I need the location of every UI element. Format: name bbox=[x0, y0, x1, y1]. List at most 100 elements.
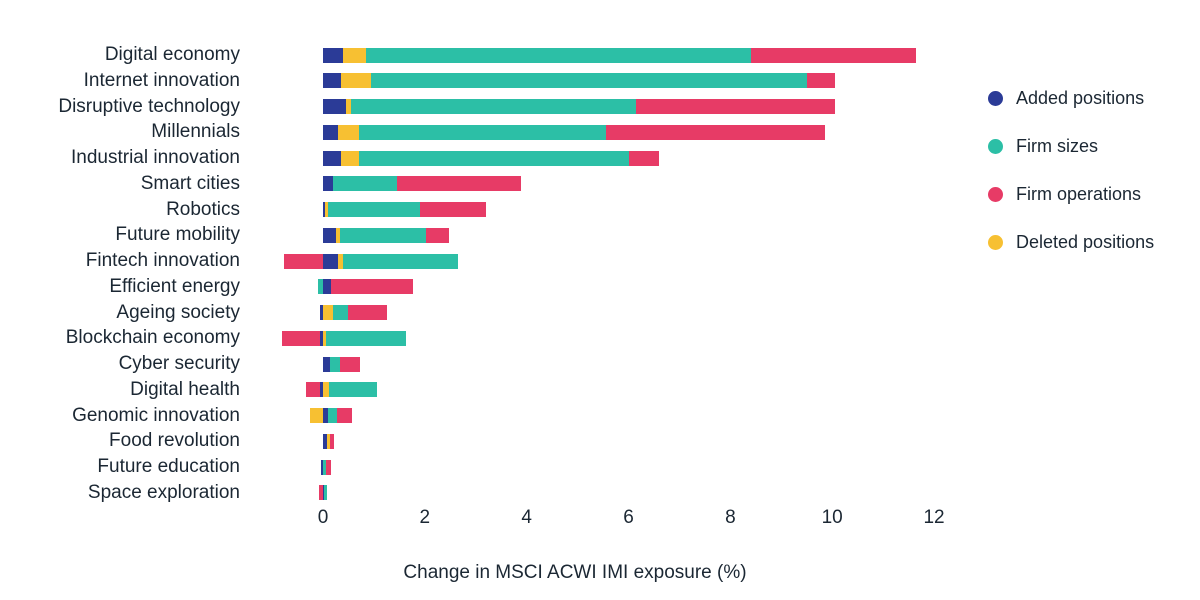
bar-segment-firm_operations[interactable] bbox=[419, 202, 486, 218]
bar-segment-firm_operations[interactable] bbox=[806, 73, 835, 89]
bar-segment-firm_operations[interactable] bbox=[605, 124, 825, 140]
legend-swatch-icon bbox=[988, 90, 1003, 106]
x-tick-label: 8 bbox=[725, 507, 736, 528]
category-label: Robotics bbox=[166, 198, 240, 220]
bar-segment-firm_sizes[interactable] bbox=[324, 485, 328, 501]
bar-segment-added[interactable] bbox=[323, 73, 341, 89]
bar-segment-added[interactable] bbox=[323, 433, 328, 449]
bar-segment-deleted[interactable] bbox=[338, 124, 359, 140]
bar-segment-firm_operations[interactable] bbox=[284, 253, 323, 269]
bar-segment-firm_operations[interactable] bbox=[339, 356, 361, 372]
category-label: Food revolution bbox=[109, 430, 240, 452]
bar-segment-firm_sizes[interactable] bbox=[328, 202, 420, 218]
bar-segment-added[interactable] bbox=[323, 279, 332, 295]
bar-segment-deleted[interactable] bbox=[310, 408, 323, 424]
bar-segment-firm_operations[interactable] bbox=[750, 47, 917, 63]
bar-segment-deleted[interactable] bbox=[340, 73, 372, 89]
category-label: Blockchain economy bbox=[65, 327, 240, 349]
category-label: Industrial innovation bbox=[71, 147, 240, 169]
x-tick-label: 10 bbox=[821, 507, 843, 528]
x-axis-title: Change in MSCI ACWI IMI exposure (%) bbox=[403, 562, 747, 583]
legend-label: Firm sizes bbox=[1016, 135, 1098, 156]
bar-segment-added[interactable] bbox=[323, 408, 329, 424]
bar-segment-deleted[interactable] bbox=[340, 150, 359, 166]
bar-segment-deleted[interactable] bbox=[323, 330, 326, 346]
bar-segment-firm_operations[interactable] bbox=[331, 279, 413, 295]
bar-segment-firm_sizes[interactable] bbox=[329, 356, 340, 372]
bar-segment-deleted[interactable] bbox=[327, 433, 330, 449]
bar-segment-added[interactable] bbox=[320, 305, 323, 321]
legend-swatch-icon bbox=[988, 187, 1003, 203]
bar-segment-firm_sizes[interactable] bbox=[323, 459, 326, 475]
bar-segment-added[interactable] bbox=[323, 176, 334, 192]
bar-segment-added[interactable] bbox=[323, 227, 336, 243]
bar-segment-deleted[interactable] bbox=[335, 227, 340, 243]
bar-segment-added[interactable] bbox=[323, 202, 325, 218]
bar-segment-firm_sizes[interactable] bbox=[366, 47, 751, 63]
category-label: Future education bbox=[97, 456, 240, 478]
category-label: Fintech innovation bbox=[85, 250, 240, 272]
legend-item-firm_operations[interactable]: Firm operations bbox=[988, 184, 1142, 205]
bar-segment-firm_sizes[interactable] bbox=[329, 382, 378, 398]
category-label: Millennials bbox=[151, 121, 240, 143]
bar-segment-firm_operations[interactable] bbox=[306, 382, 321, 398]
bar-segment-firm_sizes[interactable] bbox=[328, 408, 338, 424]
bar-segment-firm_sizes[interactable] bbox=[339, 227, 427, 243]
bar-segment-added[interactable] bbox=[323, 124, 339, 140]
bar-segment-firm_sizes[interactable] bbox=[358, 150, 629, 166]
bar-segment-deleted[interactable] bbox=[343, 47, 367, 63]
bar-segment-firm_sizes[interactable] bbox=[333, 176, 398, 192]
bar-segment-firm_operations[interactable] bbox=[636, 99, 835, 115]
bar-segment-firm_sizes[interactable] bbox=[371, 73, 807, 89]
bar-segment-firm_sizes[interactable] bbox=[351, 99, 637, 115]
bar-segment-firm_operations[interactable] bbox=[347, 305, 387, 321]
bar-segment-deleted[interactable] bbox=[345, 99, 351, 115]
legend-label: Deleted positions bbox=[1016, 232, 1155, 253]
legend-label: Firm operations bbox=[1016, 184, 1142, 205]
bar-segment-firm_operations[interactable] bbox=[318, 485, 323, 501]
bar-segment-firm_operations[interactable] bbox=[397, 176, 521, 192]
bar-segment-deleted[interactable] bbox=[323, 382, 330, 398]
bar-segment-added[interactable] bbox=[320, 330, 323, 346]
bar-segment-firm_sizes[interactable] bbox=[343, 253, 458, 269]
bar-segment-firm_operations[interactable] bbox=[281, 330, 321, 346]
bar-segment-firm_operations[interactable] bbox=[426, 227, 450, 243]
bar-segment-added[interactable] bbox=[323, 150, 341, 166]
category-label: Efficient energy bbox=[109, 275, 240, 297]
x-tick-label: 12 bbox=[923, 507, 945, 528]
bar-segment-deleted[interactable] bbox=[338, 253, 344, 269]
category-label: Ageing society bbox=[116, 301, 240, 323]
category-label: Internet innovation bbox=[83, 69, 240, 91]
category-label: Digital economy bbox=[104, 44, 240, 65]
legend-swatch-icon bbox=[988, 138, 1003, 154]
bar-segment-firm_sizes[interactable] bbox=[317, 279, 323, 295]
bar-segment-firm_operations[interactable] bbox=[329, 433, 334, 449]
legend-swatch-icon bbox=[988, 235, 1003, 251]
category-label: Future mobility bbox=[115, 224, 240, 246]
bar-segment-firm_operations[interactable] bbox=[628, 150, 660, 166]
bar-segment-added[interactable] bbox=[321, 459, 323, 475]
category-label: Smart cities bbox=[140, 172, 240, 194]
bar-segment-firm_sizes[interactable] bbox=[358, 124, 606, 140]
legend-item-added[interactable]: Added positions bbox=[988, 88, 1144, 108]
bar-segment-added[interactable] bbox=[323, 356, 330, 372]
bar-segment-added[interactable] bbox=[323, 485, 325, 501]
x-tick-label: 4 bbox=[521, 507, 532, 528]
bar-segment-firm_sizes[interactable] bbox=[325, 330, 406, 346]
bar-segment-firm_sizes[interactable] bbox=[333, 305, 348, 321]
bar-segment-firm_operations[interactable] bbox=[337, 408, 352, 424]
bar-segment-added[interactable] bbox=[323, 99, 346, 115]
x-tick-label: 2 bbox=[419, 507, 431, 528]
category-label: Disruptive technology bbox=[58, 95, 240, 117]
bar-segment-deleted[interactable] bbox=[323, 305, 334, 321]
x-tick-label: 6 bbox=[623, 507, 634, 528]
category-label: Genomic innovation bbox=[72, 404, 240, 426]
bar-segment-firm_operations[interactable] bbox=[325, 459, 331, 475]
legend-item-firm_sizes[interactable]: Firm sizes bbox=[988, 136, 1098, 156]
bar-segment-added[interactable] bbox=[323, 253, 339, 269]
legend-item-deleted[interactable]: Deleted positions bbox=[988, 232, 1155, 253]
bar-segment-added[interactable] bbox=[323, 47, 344, 63]
bar-segment-deleted[interactable] bbox=[324, 202, 329, 218]
bar-segment-added[interactable] bbox=[320, 382, 323, 398]
